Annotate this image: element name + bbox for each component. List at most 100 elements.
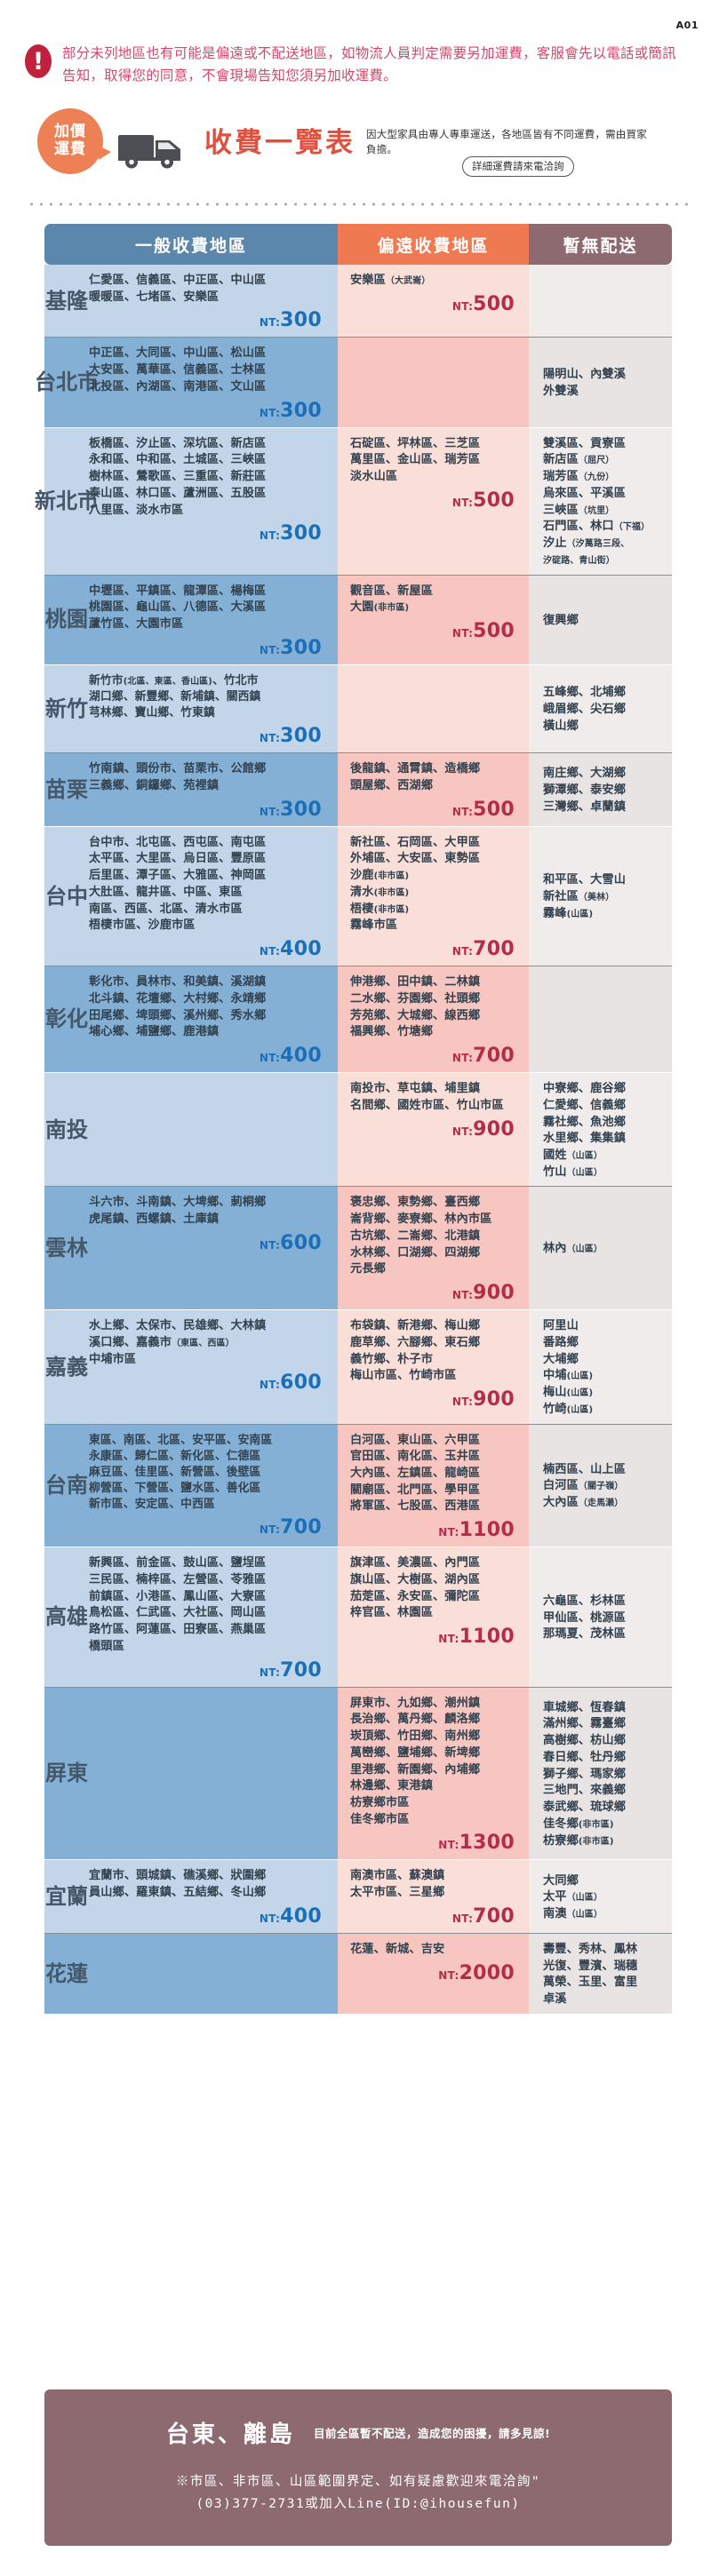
page-title: 收費一覽表	[204, 127, 356, 159]
area-list: 竹南鎮、頭份市、苗栗市、公館鄉 三義鄉、銅鑼鄉、苑裡鎮	[89, 762, 267, 792]
remote-body: 白河區、東山區、六甲區 官田區、南化區、玉井區 大內區、左鎮區、龍崎區 關廟區、…	[338, 1425, 529, 1547]
cell-general: 桃園中壢區、平鎮區、龍潭區、楊梅區 桃園區、龜山區、八德區、大溪區 蘆竹區、大園…	[44, 575, 338, 664]
cell-remote: 褒忠鄉、東勢鄉、臺西鄉 崙背鄉、麥寮鄉、林內市區 古坑鄉、二崙鄉、北港鎮 水林鄉…	[338, 1187, 529, 1310]
table-row: 台中台中市、北屯區、西屯區、南屯區 太平區、大里區、烏日區、豐原區 后里區、潭子…	[44, 825, 672, 966]
table-header-row: 一般收費地區 偏遠收費地區 暫無配送	[44, 224, 672, 265]
price: NT:500	[451, 292, 515, 315]
dotted-divider	[27, 203, 688, 206]
province-label: 苗栗	[45, 776, 88, 802]
none-body	[529, 265, 672, 337]
table-row: 雲林斗六市、斗南鎮、大埤鄉、莿桐鄉 虎尾鎮、西螺鎮、土庫鎮 NT:600 褒忠鄉、東…	[44, 1186, 672, 1310]
area-list: 安樂區（大武崙）	[350, 274, 431, 287]
table-body: 基隆仁愛區、信義區、中正區、中山區 暖暖區、七堵區、安樂區 NT:300 安樂區（大…	[35, 265, 672, 2014]
remote-body: 南澳市區、蘇澳鎮 太平市區、三星鄉 NT:700	[338, 1860, 529, 1932]
price: NT:400	[259, 1904, 322, 1928]
general-body: 彰化市、員林市、和美鎮、溪湖鎮 北斗鎮、花壇鄉、大村鄉、永靖鄉 田尾鄉、埤頭鄉、…	[89, 966, 338, 1072]
none-body: 雙溪區、貢寮區 新店區（屈尺） 瑞芳區（九份） 烏來區、平溪區 三峽區（坑里） …	[529, 428, 672, 575]
cell-remote: 後龍鎮、通霄鎮、造橋鄉 頭屋鄉、西湖鄉 NT:500	[338, 753, 529, 826]
surcharge-bubble: 加價 運費	[37, 108, 111, 174]
area-list: 中壢區、平鎮區、龍潭區、楊梅區 桃園區、龜山區、八德區、大溪區 蘆竹區、大園市區	[89, 584, 267, 632]
price: NT:1100	[438, 1519, 515, 1542]
remote-body: 安樂區（大武崙） NT:500	[338, 265, 529, 337]
price: NT:400	[259, 1045, 322, 1068]
general-body: 新興區、前金區、鼓山區、鹽埕區 三民區、楠梓區、左營區、苓雅區 前鎮區、小港區、…	[89, 1547, 338, 1686]
area-list: 陽明山、內雙溪 外雙溪	[543, 368, 627, 399]
price: NT:400	[259, 938, 322, 961]
cell-none: 林內（山區）	[529, 1187, 672, 1310]
cell-general: 嘉義水上鄉、太保市、民雄鄉、大林鎮 溪口鄉、嘉義市（東區、西區） 中埔市區 NT:…	[44, 1310, 338, 1424]
exclamation-icon: !	[25, 44, 52, 78]
alert-banner: ! 部分未列地區也有可能是偏遠或不配送地區，如物流人員判定需要另加運費，客服會先…	[25, 43, 686, 87]
province-label: 台中	[45, 883, 88, 909]
province-label: 南投	[45, 1117, 88, 1142]
table-row: 新北市板橋區、汐止區、深坑區、新店區 永和區、中和區、土城區、三峽區 樹林區、鶯…	[35, 426, 672, 575]
title-banner: 加價 運費 收費一覽表 因大型家具由專人專車運送，各地區皆有不同運費，需由買家負…	[30, 108, 688, 178]
cell-remote: 布袋鎮、新港鄉、梅山鄉 鹿草鄉、六腳鄉、東石鄉 義竹鄉、朴子市 梅山市區、竹崎市…	[338, 1310, 529, 1424]
general-body	[89, 1073, 338, 1186]
cell-none: 和平區、大雪山 新社區（美林） 霧峰(山區)	[529, 826, 672, 966]
none-body: 中寮鄉、鹿谷鄉 仁愛鄉、信義鄉 霧社鄉、魚池鄉 水里鄉、集集鎮 國姓（山區） 竹…	[529, 1073, 672, 1186]
area-list: 林內（山區）	[543, 1242, 603, 1256]
province-label: 宜蘭	[45, 1883, 88, 1909]
none-body: 阿里山 番路鄉 大埔鄉 中埔(山區) 梅山(山區) 竹崎(山區)	[529, 1310, 672, 1423]
none-body: 陽明山、內雙溪 外雙溪	[529, 338, 672, 426]
contact-pill[interactable]: 詳細運費請來電洽詢	[462, 156, 574, 177]
table-row: 彰化彰化市、員林市、和美鎮、溪湖鎮 北斗鎮、花壇鄉、大村鄉、永靖鄉 田尾鄉、埤頭…	[44, 966, 672, 1073]
fee-table: 一般收費地區 偏遠收費地區 暫無配送 基隆仁愛區、信義區、中正區、中山區 暖暖區…	[35, 224, 672, 2014]
area-list: 五峰鄉、北埔鄉 峨眉鄉、尖石鄉 橫山鄉	[543, 686, 627, 733]
province-label: 嘉義	[45, 1354, 88, 1379]
cell-none: 雙溪區、貢寮區 新店區（屈尺） 瑞芳區（九份） 烏來區、平溪區 三峽區（坑里） …	[529, 427, 672, 575]
none-body: 南庄鄉、大湖鄉 獅潭鄉、泰安鄉 三灣鄉、卓蘭鎮	[529, 753, 672, 825]
column-header-remote: 偏遠收費地區	[338, 224, 529, 265]
price: NT:300	[259, 399, 322, 422]
area-list: 石碇區、坪林區、三芝區 萬里區、金山區、瑞芳區 淡水山區	[350, 436, 481, 484]
general-body	[89, 1934, 338, 2014]
price: NT:1100	[438, 1626, 515, 1649]
area-list: 壽豐、秀林、鳳林 光復、豐濱、瑞穗 萬榮、玉里、富里 卓溪	[543, 1942, 638, 2007]
area-list: 楠西區、山上區 白河區（關子嶺） 大內區（走馬瀨）	[543, 1462, 627, 1510]
area-list: 水上鄉、太保市、民雄鄉、大林鎮 溪口鄉、嘉義市（東區、西區） 中埔市區	[89, 1319, 267, 1366]
area-list: 復興鄉	[543, 613, 579, 627]
cell-remote: 南投市、草屯鎮、埔里鎮 名間鄉、國姓市區、竹山市區 NT:900	[338, 1073, 529, 1187]
cell-remote: 花蓮、新城、吉安 NT:2000	[338, 1933, 529, 2014]
cell-none: 壽豐、秀林、鳳林 光復、豐濱、瑞穗 萬榮、玉里、富里 卓溪	[529, 1933, 672, 2014]
area-list: 新竹市(北區、東區、香山區)、竹北市 湖口鄉、新豐鄉、新埔鎮、關西鎮 芎林鄉、寶…	[89, 673, 261, 720]
cell-none: 大同鄉 太平（山區） 南澳（山區）	[529, 1860, 672, 1933]
table-row: 花蓮 花蓮、新城、吉安 NT:2000 壽豐、秀林、鳳林 光復、豐濱、瑞穗 萬榮、玉里…	[44, 1932, 672, 2014]
area-list: 觀音區、新屋區 大園(非市區)	[350, 584, 434, 615]
none-body: 車城鄉、恆春鎮 滿州鄉、霧臺鄉 高樹鄉、枋山鄉 春日鄉、牡丹鄉 獅子鄉、瑪家鄉 …	[529, 1688, 672, 1860]
area-list: 東區、南區、北區、安平區、安南區 永康區、歸仁區、新化區、仁德區 麻豆區、佳里區…	[89, 1433, 273, 1512]
price: NT:500	[451, 798, 515, 821]
area-list: 南澳市區、蘇澳鎮 太平市區、三星鄉	[350, 1869, 445, 1900]
area-list: 阿里山 番路鄉 大埔鄉 中埔(山區) 梅山(山區) 竹崎(山區)	[543, 1319, 594, 1416]
price: NT:300	[259, 798, 322, 821]
province-label: 花蓮	[45, 1960, 88, 1986]
cell-remote: 旗津區、美濃區、內門區 旗山區、大樹區、湖內區 茄萣區、永安區、彌陀區 梓官區、…	[338, 1547, 529, 1687]
remote-body: 屏東市、九如鄉、潮州鎮 長治鄉、萬丹鄉、麟洛鄉 崁頂鄉、竹田鄉、南州鄉 萬巒鄉、…	[338, 1688, 529, 1860]
bubble-line-2: 運費	[54, 140, 86, 158]
area-list: 車城鄉、恆春鎮 滿州鄉、霧臺鄉 高樹鄉、枋山鄉 春日鄉、牡丹鄉 獅子鄉、瑪家鄉 …	[543, 1700, 627, 1848]
footer-title: 台東、離島	[165, 2421, 295, 2448]
cell-remote: 白河區、東山區、六甲區 官田區、南化區、玉井區 大內區、左鎮區、龍崎區 關廟區、…	[338, 1424, 529, 1547]
general-body: 竹南鎮、頭份市、苗栗市、公館鄉 三義鄉、銅鑼鄉、苑裡鎮 NT:300	[89, 753, 338, 825]
footer-note-line-2: (03)377-2731或加入Line(ID:@ihousefun)	[196, 2497, 521, 2512]
area-list: 花蓮、新城、吉安	[350, 1942, 445, 1956]
area-list: 南投市、草屯鎮、埔里鎮 名間鄉、國姓市區、竹山市區	[350, 1082, 504, 1112]
truck-icon	[118, 135, 180, 169]
area-list: 和平區、大雪山 新社區（美林） 霧峰(山區)	[543, 873, 627, 920]
remote-body: 石碇區、坪林區、三芝區 萬里區、金山區、瑞芳區 淡水山區 NT:500	[338, 428, 529, 575]
area-list: 大同鄉 太平（山區） 南澳（山區）	[543, 1873, 603, 1921]
cell-general: 台中台中市、北屯區、西屯區、南屯區 太平區、大里區、烏日區、豐原區 后里區、潭子…	[44, 826, 338, 966]
table-row: 基隆仁愛區、信義區、中正區、中山區 暖暖區、七堵區、安樂區 NT:300 安樂區（大…	[44, 265, 672, 338]
table-row: 屏東 屏東市、九如鄉、潮州鎮 長治鄉、萬丹鄉、麟洛鄉 崁頂鄉、竹田鄉、南州鄉 萬巒…	[44, 1686, 672, 1860]
cell-remote: 安樂區（大武崙） NT:500	[338, 265, 529, 338]
cell-none	[529, 265, 672, 338]
table-row: 南投 南投市、草屯鎮、埔里鎮 名間鄉、國姓市區、竹山市區 NT:900 中寮鄉、鹿谷鄉…	[44, 1072, 672, 1187]
cell-general: 台南東區、南區、北區、安平區、安南區 永康區、歸仁區、新化區、仁德區 麻豆區、佳…	[44, 1424, 338, 1547]
none-body: 六龜區、杉林區 甲仙區、桃源區 那瑪夏、茂林區	[529, 1547, 672, 1686]
price: NT:700	[259, 1658, 322, 1682]
footer-subtitle: 目前全區暫不配送，造成您的困擾，請多見諒!	[313, 2427, 551, 2440]
cell-none	[529, 966, 672, 1073]
area-list: 板橋區、汐止區、深坑區、新店區 永和區、中和區、土城區、三峽區 樹林區、鶯歌區、…	[89, 436, 267, 517]
